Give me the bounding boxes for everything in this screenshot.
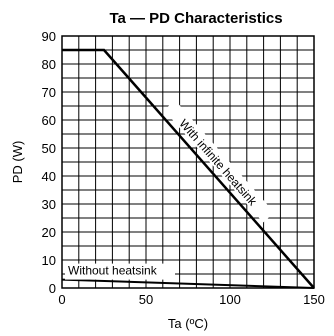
y-tick-label: 60 [42,113,56,128]
series-label-without-heatsink: Without heatsink [68,264,158,278]
x-tick-label: 150 [303,292,325,307]
x-axis-label: Ta (ºC) [168,316,208,331]
x-tick-label: 0 [58,292,65,307]
y-tick-label: 10 [42,253,56,268]
x-tick-label: 50 [139,292,153,307]
series-label-with-infinite-heatsink: With infinite heatsink [176,116,260,209]
series-line-with-infinite-heatsink [62,48,315,289]
series-label-bg [163,100,275,223]
y-tick-label: 20 [42,225,56,240]
chart-title: Ta — PD Characteristics [109,10,282,27]
y-tick-label: 50 [42,141,56,156]
y-tick-label: 90 [42,29,56,44]
y-tick-label: 0 [49,281,56,296]
y-axis-label: PD (W) [10,141,25,184]
series-line-without-heatsink [61,278,315,289]
plot-frame [61,35,315,289]
y-tick-label: 40 [42,169,56,184]
y-tick-label: 80 [42,57,56,72]
x-tick-label: 100 [219,292,241,307]
y-tick-label: 30 [42,197,56,212]
y-tick-label: 70 [42,85,56,100]
series-label-bg [65,263,175,280]
grid [61,35,315,289]
